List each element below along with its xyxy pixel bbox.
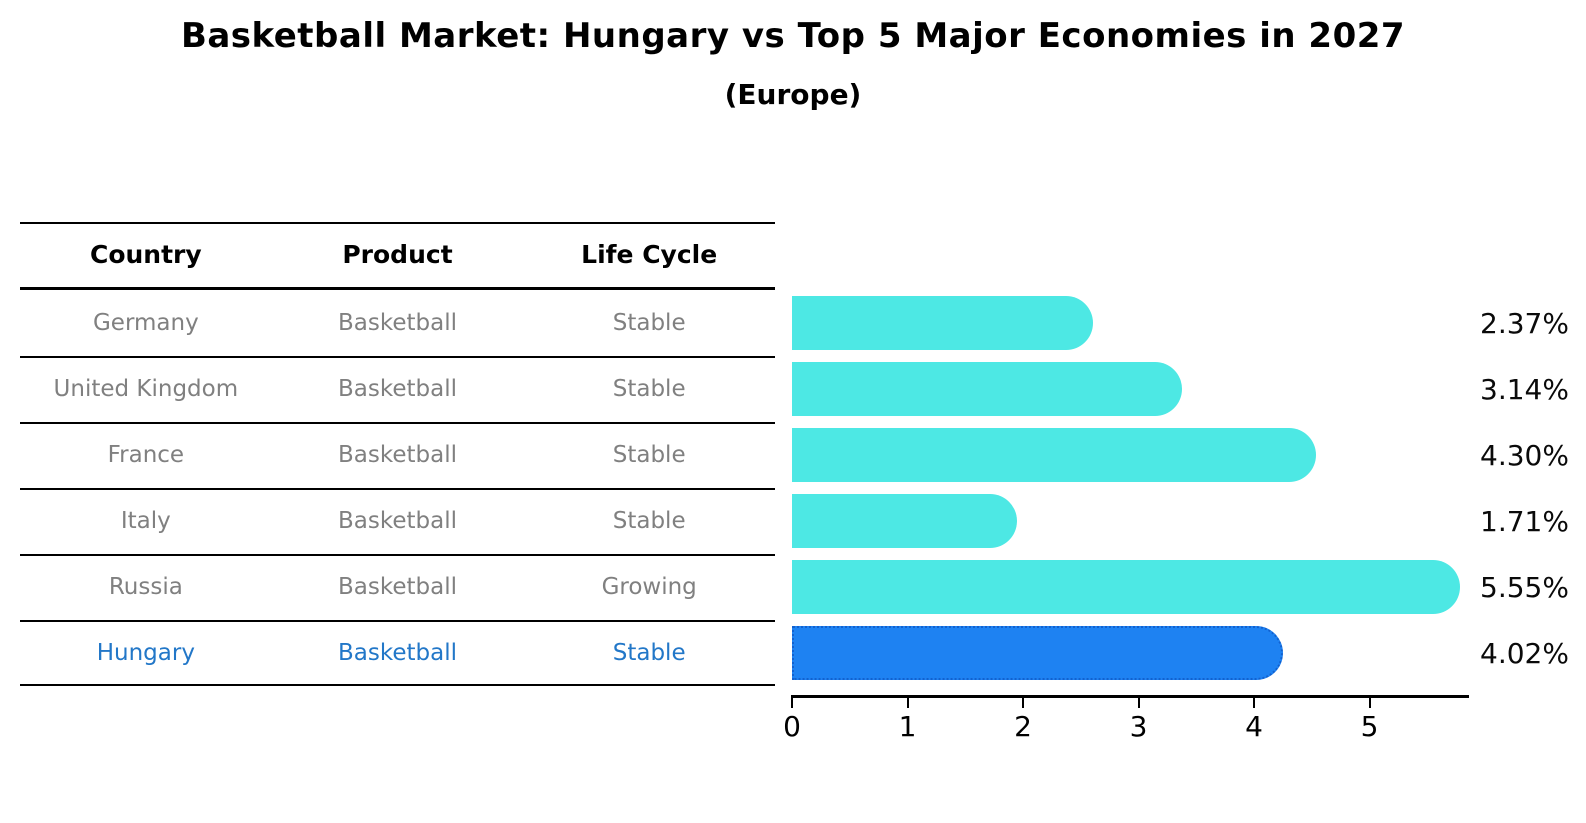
table-top-rule xyxy=(20,222,775,224)
bar-united-kingdom xyxy=(792,362,1182,416)
table-cell-product: Basketball xyxy=(338,574,457,600)
x-axis-tick-label: 5 xyxy=(1360,710,1379,743)
x-axis-tick xyxy=(1137,698,1140,708)
table-row-rule xyxy=(20,684,775,686)
table-cell-country: United Kingdom xyxy=(53,376,239,402)
table-row: Russia Basketball Growing xyxy=(20,554,775,620)
chart-subtitle: (Europe) xyxy=(724,78,862,111)
table-cell-product: Basketball xyxy=(338,310,457,336)
table-row: France Basketball Stable xyxy=(20,422,775,488)
table-row: Germany Basketball Stable xyxy=(20,290,775,356)
bar-hungary xyxy=(792,626,1284,680)
x-axis-line xyxy=(791,695,1469,698)
table-row-rule xyxy=(20,620,775,622)
table-cell-lifecycle: Stable xyxy=(612,310,686,336)
table-row-rule xyxy=(20,422,775,424)
table-cell-lifecycle: Growing xyxy=(601,574,697,600)
table-cell-lifecycle: Stable xyxy=(612,376,686,402)
table-cell-lifecycle: Stable xyxy=(612,640,686,666)
bar-germany xyxy=(792,296,1093,350)
x-axis-tick-label: 2 xyxy=(1014,710,1032,743)
table-cell-country: Germany xyxy=(92,310,199,336)
table-cell-country: Italy xyxy=(120,508,171,534)
bar-value-label: 2.37% xyxy=(1480,306,1569,340)
table-cell-product: Basketball xyxy=(338,640,457,666)
bar-value-label: 5.55% xyxy=(1480,570,1569,604)
bar-france xyxy=(792,428,1316,482)
table-header-row: Country Product Life Cycle xyxy=(20,222,775,287)
table-cell-product: Basketball xyxy=(338,442,457,468)
bar-russia xyxy=(792,560,1461,614)
x-axis-tick-label: 0 xyxy=(783,710,801,743)
table-header-lifecycle: Life Cycle xyxy=(581,240,718,269)
table-row: Hungary Basketball Stable xyxy=(20,620,775,686)
chart-title: Basketball Market: Hungary vs Top 5 Majo… xyxy=(180,16,1406,56)
bar-value-label: 4.30% xyxy=(1480,438,1569,472)
bar-italy xyxy=(792,494,1017,548)
table-cell-country: France xyxy=(107,442,185,468)
table-header-country: Country xyxy=(89,240,202,269)
table-cell-product: Basketball xyxy=(338,376,457,402)
x-axis-tick-label: 4 xyxy=(1245,710,1263,743)
table-row: Italy Basketball Stable xyxy=(20,488,775,554)
table-cell-country: Hungary xyxy=(96,640,195,666)
table-cell-lifecycle: Stable xyxy=(612,442,686,468)
table-cell-lifecycle: Stable xyxy=(612,508,686,534)
table-header-product: Product xyxy=(342,240,453,269)
table-row: United Kingdom Basketball Stable xyxy=(20,356,775,422)
x-axis-tick xyxy=(1253,698,1255,708)
x-axis-tick xyxy=(1368,698,1371,708)
bar-value-label: 4.02% xyxy=(1480,636,1569,670)
bar-value-label: 3.14% xyxy=(1480,372,1569,406)
x-axis-tick xyxy=(791,698,793,708)
table-row-rule xyxy=(20,488,775,490)
x-axis-tick-label: 3 xyxy=(1129,710,1148,743)
x-axis-tick-label: 1 xyxy=(898,710,917,743)
table-header-rule xyxy=(20,287,775,290)
table-row-rule xyxy=(20,554,775,556)
bar-value-label: 1.71% xyxy=(1480,504,1569,538)
table-row-rule xyxy=(20,356,775,358)
table-cell-product: Basketball xyxy=(338,508,457,534)
table-cell-country: Russia xyxy=(108,574,183,600)
x-axis-tick xyxy=(1022,698,1024,708)
x-axis-tick xyxy=(906,698,909,708)
